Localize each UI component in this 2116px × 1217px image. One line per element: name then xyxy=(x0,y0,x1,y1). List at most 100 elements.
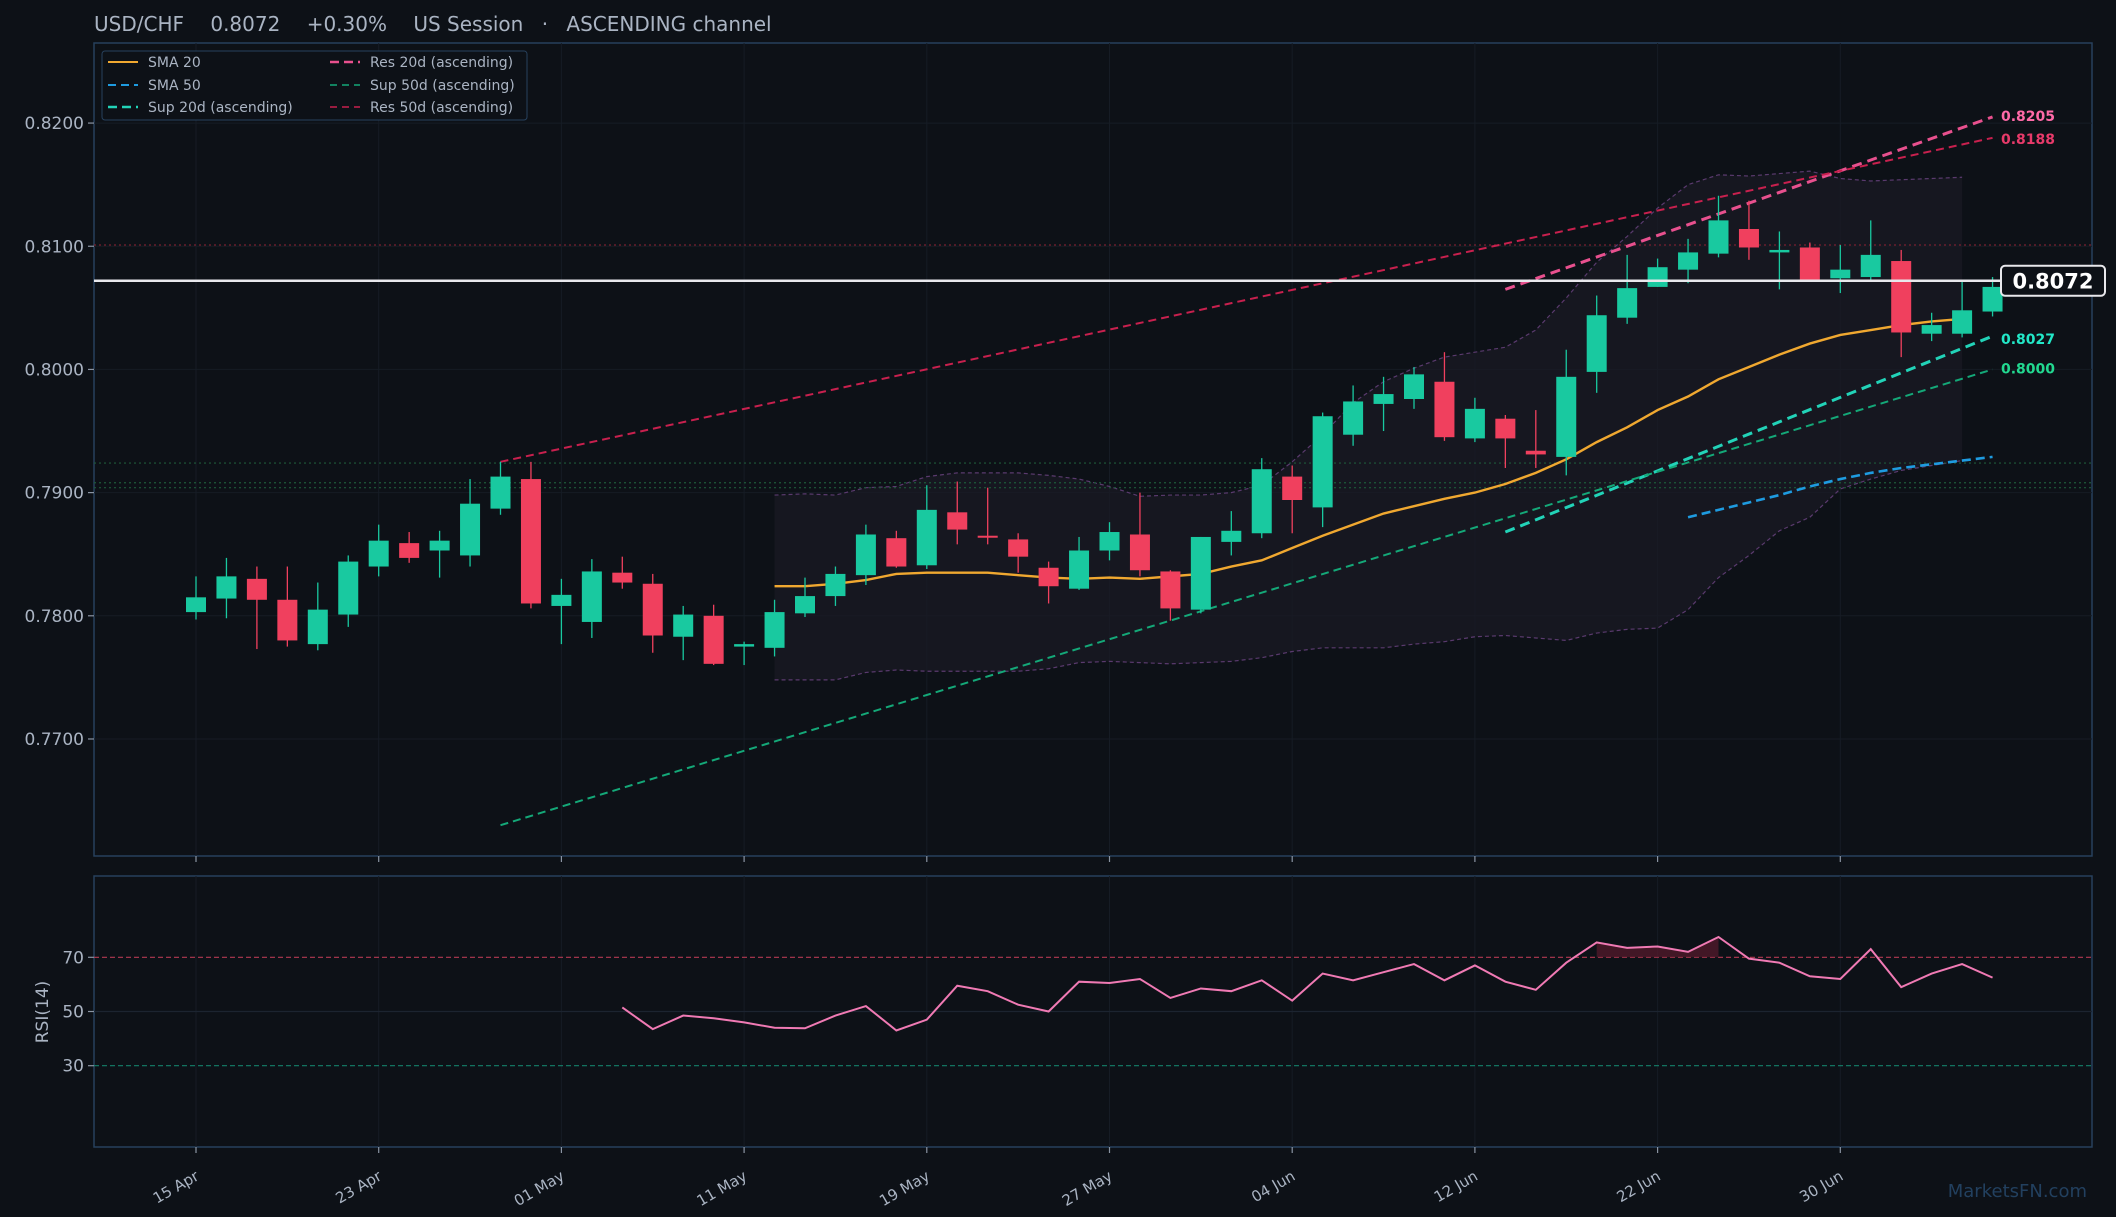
rsi-tick-label: 30 xyxy=(62,1057,84,1077)
legend-label: Sup 20d (ascending) xyxy=(148,100,293,116)
candle-body xyxy=(1190,536,1211,610)
last-price-line: 0.8072 xyxy=(94,264,2106,297)
watermark: MarketsFN.com xyxy=(1948,1181,2087,1202)
candle-body xyxy=(1008,539,1029,557)
last-price-badge xyxy=(2000,264,2106,297)
price-tick-label: 0.8000 xyxy=(25,360,84,380)
candle-body xyxy=(1495,418,1516,439)
candle-body xyxy=(1860,254,1881,278)
legend-label: SMA 50 xyxy=(148,78,201,94)
candle-body xyxy=(795,596,815,614)
candle-body xyxy=(703,615,724,664)
candle-body xyxy=(1738,229,1759,248)
candle-body xyxy=(1982,286,2003,312)
candle-body xyxy=(977,535,998,538)
candle-body xyxy=(1464,408,1485,439)
price-tick-label: 0.8200 xyxy=(25,114,84,134)
candle-body xyxy=(1921,325,1942,334)
candle-body xyxy=(1129,534,1150,571)
trendline-end-label: 0.8027 xyxy=(2001,332,2055,348)
candle-body xyxy=(1556,376,1577,457)
candle-body xyxy=(1221,530,1242,542)
candle-body xyxy=(1647,267,1668,287)
candle-body xyxy=(612,572,633,583)
change-label: +0.30% xyxy=(307,12,387,36)
trendline xyxy=(500,136,1993,463)
candle-body xyxy=(764,612,785,648)
candle-body xyxy=(186,597,206,613)
trendline xyxy=(1504,334,1994,534)
legend-item: Sup 20d (ascending) xyxy=(108,100,293,116)
candle-body xyxy=(1952,310,1973,334)
candle-body xyxy=(1343,401,1364,435)
price-tick-label: 0.8100 xyxy=(25,237,84,257)
candle-body xyxy=(1830,269,1851,279)
candle-body xyxy=(947,512,968,530)
legend-label: Res 20d (ascending) xyxy=(370,55,513,71)
candle-body xyxy=(429,540,450,551)
price-tick-label: 0.7700 xyxy=(25,730,84,750)
trendline-end-label: 0.8205 xyxy=(2001,109,2055,125)
separator: · xyxy=(542,12,548,36)
candle-body xyxy=(1891,261,1912,333)
trendline-end-label: 0.8000 xyxy=(2001,361,2055,377)
candle-body xyxy=(1434,381,1455,438)
candle-body xyxy=(825,573,846,597)
rsi-tick-label: 70 xyxy=(62,948,84,968)
rsi-tick-label: 50 xyxy=(62,1003,84,1023)
rsi-grid: 30 50 70 xyxy=(62,876,2092,1147)
legend-item: Res 20d (ascending) xyxy=(330,55,513,71)
channel-label: ASCENDING channel xyxy=(566,12,771,36)
candle-body xyxy=(855,534,876,576)
candle-body xyxy=(1799,247,1820,280)
candle-body xyxy=(1160,571,1181,609)
trendline-end-label: 0.8188 xyxy=(2001,132,2055,148)
candle-body xyxy=(673,614,694,637)
candle-body xyxy=(1769,249,1790,253)
price-label: 0.8072 xyxy=(210,12,280,36)
candle-body xyxy=(1251,469,1272,534)
candle-body xyxy=(307,609,328,645)
candle-body xyxy=(642,583,663,636)
legend: SMA 20 Res 20d (ascending) SMA 50 Sup 50d (… xyxy=(101,50,528,121)
sma50-line xyxy=(1687,455,1993,519)
candle-body xyxy=(368,540,389,567)
legend-label: Res 50d (ascending) xyxy=(370,100,513,116)
horizontal-levels xyxy=(94,244,2092,489)
candle-body xyxy=(1282,476,1303,501)
candle-body xyxy=(246,578,267,600)
price-tick-label: 0.7800 xyxy=(25,607,84,627)
candle-body xyxy=(490,476,511,509)
candle-body xyxy=(581,571,602,622)
legend-label: SMA 20 xyxy=(148,55,201,71)
rsi-axis-label: RSI(14) xyxy=(33,981,53,1044)
moving-averages xyxy=(774,317,1993,588)
candle-body xyxy=(1038,567,1059,587)
candlesticks xyxy=(186,195,2003,666)
candle-body xyxy=(1404,374,1424,399)
last-price-text: 0.8072 xyxy=(2012,270,2093,294)
sma20-line xyxy=(774,317,1963,588)
candle-body xyxy=(1586,315,1607,372)
price-axis-ticks: 0.7700 0.7800 0.7900 0.8000 0.8100 0.8200 xyxy=(25,114,94,750)
candle-body xyxy=(1708,220,1729,254)
legend-item: SMA 50 xyxy=(108,78,201,94)
candle-body xyxy=(886,538,907,567)
candle-body xyxy=(399,543,420,558)
trendline xyxy=(500,368,1993,827)
session-label: US Session xyxy=(413,12,523,36)
legend-item: SMA 20 xyxy=(108,55,201,71)
rsi-line xyxy=(621,935,1993,1032)
candle-body xyxy=(916,509,937,566)
candle-body xyxy=(1525,450,1546,455)
candle-body xyxy=(551,594,572,606)
bollinger-lower-line xyxy=(774,459,1963,681)
candle-body xyxy=(277,599,298,641)
candle-body xyxy=(1312,416,1333,508)
candle-body xyxy=(1099,532,1120,551)
pair-label: USD/CHF xyxy=(94,12,184,36)
candle-body xyxy=(1373,394,1394,404)
price-tick-label: 0.7900 xyxy=(25,484,84,504)
candle-body xyxy=(1617,288,1638,318)
legend-item: Res 50d (ascending) xyxy=(330,100,513,116)
